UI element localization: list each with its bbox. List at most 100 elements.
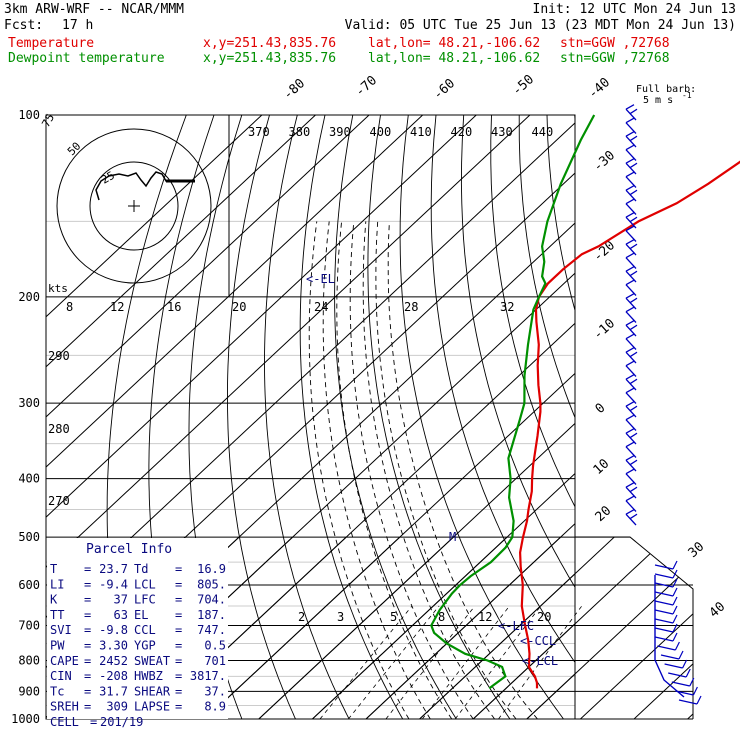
wind-barb [625,374,638,391]
parcel-key-2: Td [134,562,148,576]
isotherm [298,537,693,719]
isotherm [204,372,575,719]
dry-adiabat [713,115,740,732]
mixing-ratio-lower-label: 2 [298,610,305,624]
mixing-ratio-lower-label: 3 [337,610,344,624]
isotherm [566,537,693,719]
ccl-marker: <-CCL [520,634,556,648]
hodo-ring-label: 75 [39,112,57,130]
parcel-key-2: SHEAR [134,684,171,698]
temperature-xy: x,y=251.43,835.76 [203,36,337,51]
mixing-ratio-upper-label: 12 [110,300,124,314]
parcel-eq: = [84,623,91,637]
lcl-marker: <-LCL [522,654,558,668]
wind-barb [625,117,637,134]
pressure-label-700: 700 [18,618,40,632]
moist-adiabat [336,221,453,719]
wind-barb [625,225,637,242]
wind-barb [668,668,691,678]
parcel-eq: = [84,669,91,683]
fcst-value: 17 h [62,18,94,33]
el-marker: <-EL [306,272,335,286]
moist-adiabat [387,221,538,719]
isotherm [46,115,531,568]
wind-barb [654,569,678,579]
parcel-value-2: 37. [204,684,226,698]
parcel-value-2: 747. [197,623,226,637]
hodograph: 75 50 25 kts [39,112,212,295]
parcel-key-2: LAPSE [134,700,170,714]
moist-adiabat [308,221,410,719]
parcel-eq-2: = [175,608,182,622]
isotherm-label: 30 [686,539,708,561]
pressure-label-900: 900 [18,684,40,698]
wind-barb [625,252,637,269]
parcel-key: CAPE [50,654,79,668]
temperature-stn: stn=GGW ,72768 [560,36,670,51]
parcel-value: -9.4 [99,577,128,591]
cell-eq: = [90,715,97,729]
fcst-label: Fcst: [4,18,44,33]
isotherm [459,537,693,719]
wind-barb [625,239,638,256]
mixing-ratio-upper-label: 8 [66,300,73,314]
parcel-eq-2: = [175,700,182,714]
mixing-ratio-lower-label: 5 [390,610,397,624]
parcel-value-2: 16.9 [197,562,226,576]
wind-barb [625,212,638,229]
dry-adiabat [630,115,740,732]
dry-adiabat [227,115,296,719]
dry-adiabat [603,115,740,732]
dry-adiabat [264,115,350,719]
wind-barb [625,144,637,161]
parcel-value-2: 187. [197,608,226,622]
theta-label-lower: 270 [48,494,70,508]
wind-barb [671,677,695,687]
parcel-key-2: EL [134,608,148,622]
parcel-key: PW [50,639,65,653]
wind-barb [625,131,638,148]
mixing-ratio-upper-label: 24 [314,300,328,314]
wind-barb [625,333,637,350]
dewpoint-profile [430,114,596,690]
dry-adiabat [686,115,740,732]
parcel-eq-2: = [175,623,182,637]
isotherm [46,115,316,368]
dry-adiabat [518,115,575,419]
parcel-eq: = [84,577,91,591]
lower-extension [575,536,694,719]
barb-legend-title: Full barb: [636,84,697,95]
wind-barb [625,414,637,431]
theta-label: 400 [370,125,392,139]
wind-barb [625,360,637,377]
wind-barb [654,578,678,588]
theta-label: 430 [491,125,513,139]
isotherm [46,115,424,468]
wind-barb [625,320,638,337]
moist-adiabat [375,221,517,719]
hodo-units-label: kts [48,282,68,295]
parcel-value-2: 805. [197,577,226,591]
parcel-value-2: 8.9 [204,700,226,714]
wind-barb [654,623,678,633]
mixing-ratio-upper-label: 16 [167,300,181,314]
parcel-key: LI [50,577,64,591]
init-time: Init: 12 UTC Mon 24 Jun 13 [532,2,737,17]
isotherm [46,122,575,619]
parcel-key-2: CCL [134,623,156,637]
theta-label: 410 [410,125,432,139]
barb-legend-exponent: -1 [682,91,692,100]
parcel-eq: = [84,608,91,622]
parcel-key: CIN [50,669,72,683]
theta-label-lower: 290 [48,349,70,363]
isotherm-label: -10 [591,316,618,343]
hodo-ring-label: 50 [65,140,84,159]
parcel-eq-2: = [175,577,182,591]
pressure-label-600: 600 [18,578,40,592]
parcel-value: 31.7 [99,684,128,698]
parcel-eq: = [84,700,91,714]
parcel-key-2: LFC [134,593,156,607]
temperature-profile [518,160,740,689]
parcel-key: K [50,593,58,607]
isotherm-label: 40 [707,599,729,621]
